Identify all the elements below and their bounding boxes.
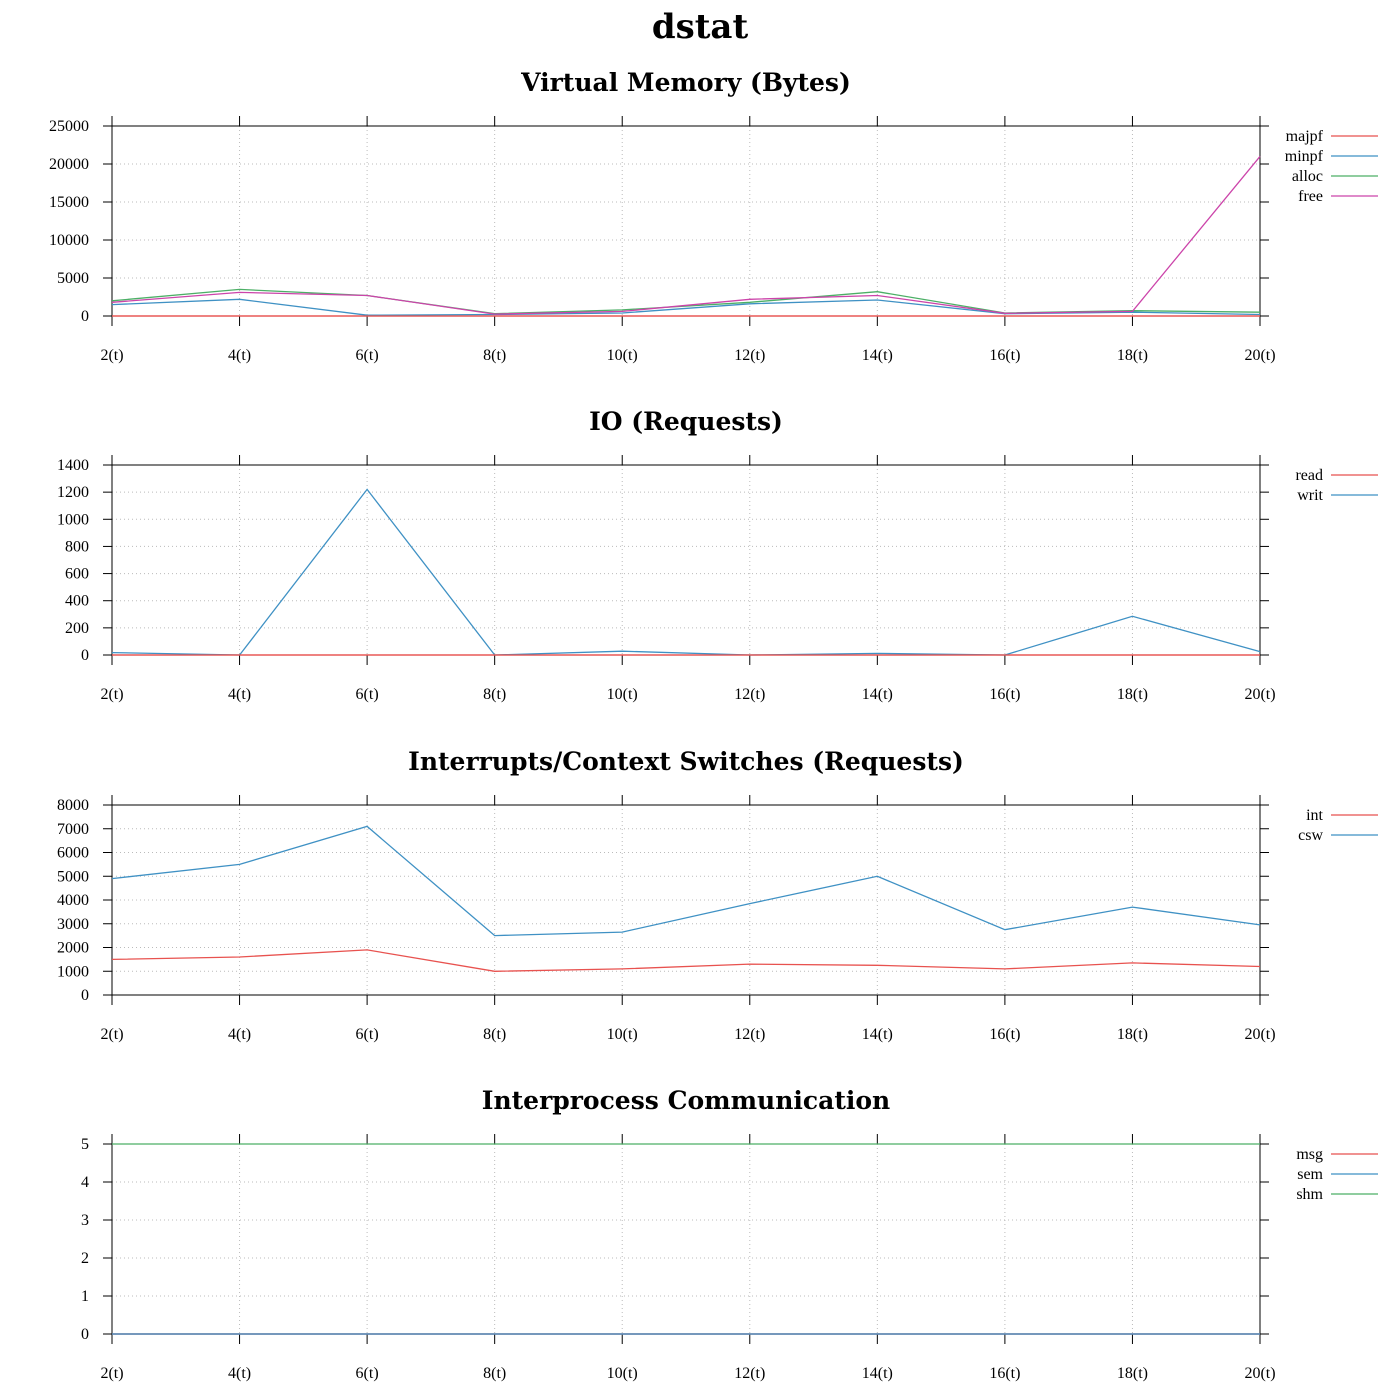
y-tick-label: 5000 xyxy=(57,868,89,885)
chart-title: IO (Requests) xyxy=(589,407,783,436)
x-tick-label: 16(t) xyxy=(989,686,1020,703)
x-tick-label: 6(t) xyxy=(356,1026,379,1043)
x-tick-label: 18(t) xyxy=(1117,686,1148,703)
y-tick-label: 1000 xyxy=(57,511,89,528)
y-tick-label: 0 xyxy=(81,987,89,1004)
y-tick-label: 1 xyxy=(81,1288,89,1305)
x-tick-label: 18(t) xyxy=(1117,347,1148,364)
x-tick-label: 16(t) xyxy=(989,1365,1020,1382)
y-tick-label: 400 xyxy=(65,593,89,610)
y-tick-label: 1000 xyxy=(57,963,89,980)
y-tick-label: 200 xyxy=(65,620,89,637)
chart-title: Interprocess Communication xyxy=(482,1086,890,1115)
chart-vm: Virtual Memory (Bytes) 0 5000 10000 15000 200… xyxy=(49,68,1378,364)
y-tick-label: 3000 xyxy=(57,916,89,933)
x-tick-label: 14(t) xyxy=(862,347,893,364)
x-tick-label: 18(t) xyxy=(1117,1026,1148,1043)
x-tick-label: 4(t) xyxy=(228,1026,251,1043)
legend-label-read: read xyxy=(1295,467,1323,484)
x-tick-label: 4(t) xyxy=(228,686,251,703)
chart-sys: Interrupts/Context Switches (Requests) 0 1… xyxy=(57,747,1378,1043)
y-tick-label: 4 xyxy=(81,1174,89,1191)
x-tick-label: 2(t) xyxy=(100,686,123,703)
x-tick-label: 10(t) xyxy=(607,1026,638,1043)
y-tick-label: 600 xyxy=(65,566,89,583)
y-tick-label: 5000 xyxy=(57,270,89,287)
y-tick-label: 7000 xyxy=(57,821,89,838)
x-tick-label: 18(t) xyxy=(1117,1365,1148,1382)
chart-title: Interrupts/Context Switches (Requests) xyxy=(408,747,964,776)
y-tick-label: 2 xyxy=(81,1250,89,1267)
series-line-minpf xyxy=(111,298,1261,316)
x-tick-label: 16(t) xyxy=(989,1026,1020,1043)
legend-label-minpf: minpf xyxy=(1285,148,1324,165)
y-tick-label: 1400 xyxy=(57,457,89,474)
x-tick-label: 6(t) xyxy=(356,1365,379,1382)
x-tick-label: 10(t) xyxy=(607,686,638,703)
legend-label-majpf: majpf xyxy=(1286,128,1324,145)
y-tick-label: 0 xyxy=(81,1326,89,1343)
x-tick-label: 8(t) xyxy=(483,1365,506,1382)
x-tick-label: 20(t) xyxy=(1244,1365,1275,1382)
y-tick-label: 15000 xyxy=(49,194,89,211)
legend-label-writ: writ xyxy=(1297,487,1323,504)
legend-label-alloc: alloc xyxy=(1292,168,1323,185)
series-line-csw xyxy=(111,825,1261,937)
x-tick-label: 14(t) xyxy=(862,686,893,703)
chart-io: IO (Requests) 0 200 400 600 800 1000 1200 1400 2(… xyxy=(57,407,1378,703)
y-tick-label: 3 xyxy=(81,1212,89,1229)
x-tick-label: 4(t) xyxy=(228,1365,251,1382)
legend-label-csw: csw xyxy=(1298,827,1323,844)
x-tick-label: 2(t) xyxy=(100,347,123,364)
y-tick-label: 4000 xyxy=(57,892,89,909)
x-tick-label: 8(t) xyxy=(483,686,506,703)
legend-label-msg: msg xyxy=(1296,1146,1323,1163)
x-tick-label: 12(t) xyxy=(734,347,765,364)
x-tick-label: 4(t) xyxy=(228,347,251,364)
page-title: dstat xyxy=(652,7,749,47)
x-tick-label: 12(t) xyxy=(734,1026,765,1043)
x-tick-label: 8(t) xyxy=(483,1026,506,1043)
x-tick-label: 20(t) xyxy=(1244,686,1275,703)
series-line-free xyxy=(111,155,1261,315)
y-tick-label: 0 xyxy=(81,308,89,325)
x-tick-label: 10(t) xyxy=(607,347,638,364)
legend-label-shm: shm xyxy=(1296,1186,1323,1203)
y-tick-label: 8000 xyxy=(57,797,89,814)
x-tick-label: 20(t) xyxy=(1244,1026,1275,1043)
y-tick-label: 6000 xyxy=(57,845,89,862)
x-tick-label: 6(t) xyxy=(356,347,379,364)
series-line-writ xyxy=(111,488,1261,656)
y-tick-label: 1200 xyxy=(57,484,89,501)
y-tick-label: 0 xyxy=(81,647,89,664)
x-tick-label: 14(t) xyxy=(862,1365,893,1382)
x-tick-label: 6(t) xyxy=(356,686,379,703)
y-tick-label: 10000 xyxy=(49,232,89,249)
x-tick-label: 12(t) xyxy=(734,1365,765,1382)
chart-title: Virtual Memory (Bytes) xyxy=(520,68,851,97)
y-tick-label: 800 xyxy=(65,538,89,555)
y-tick-label: 5 xyxy=(81,1136,89,1153)
legend-label-int: int xyxy=(1306,807,1323,824)
legend-label-sem: sem xyxy=(1297,1166,1323,1183)
x-tick-label: 12(t) xyxy=(734,686,765,703)
y-tick-label: 20000 xyxy=(49,156,89,173)
x-tick-label: 20(t) xyxy=(1244,347,1275,364)
x-tick-label: 2(t) xyxy=(100,1365,123,1382)
x-tick-label: 8(t) xyxy=(483,347,506,364)
y-tick-label: 2000 xyxy=(57,940,89,957)
x-tick-label: 10(t) xyxy=(607,1365,638,1382)
x-tick-label: 16(t) xyxy=(989,347,1020,364)
series-line-int xyxy=(111,949,1261,972)
legend-label-free: free xyxy=(1298,188,1323,205)
y-tick-label: 25000 xyxy=(49,118,89,135)
x-tick-label: 2(t) xyxy=(100,1026,123,1043)
chart-ipc: Interprocess Communication 0 1 2 3 4 5 2(t) 4(t)… xyxy=(81,1086,1378,1382)
x-tick-label: 14(t) xyxy=(862,1026,893,1043)
